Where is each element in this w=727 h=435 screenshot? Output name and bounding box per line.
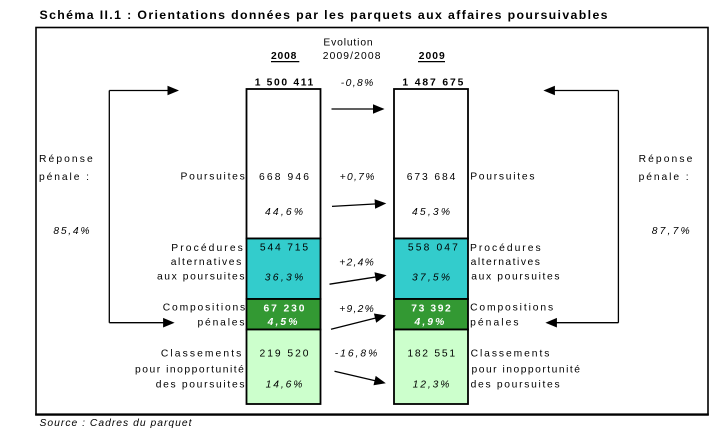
svg-text:pénale :: pénale : xyxy=(639,172,689,183)
svg-text:Poursuites: Poursuites xyxy=(181,172,245,183)
svg-text:pénales: pénales xyxy=(198,318,245,329)
svg-text:673 684: 673 684 xyxy=(407,172,456,183)
svg-text:alternatives: alternatives xyxy=(471,257,540,268)
svg-text:544 715: 544 715 xyxy=(260,243,308,254)
svg-text:219 520: 219 520 xyxy=(260,349,309,360)
svg-text:2009/2008: 2009/2008 xyxy=(323,51,381,62)
svg-text:4,5%: 4,5% xyxy=(267,317,298,328)
svg-text:Source : Cadres du parquet: Source : Cadres du parquet xyxy=(40,418,193,429)
svg-text:Réponse: Réponse xyxy=(639,154,693,165)
svg-text:Classements: Classements xyxy=(161,349,241,360)
svg-text:1 487 675: 1 487 675 xyxy=(402,78,463,89)
svg-text:1 500 411: 1 500 411 xyxy=(255,77,314,88)
svg-text:67 230: 67 230 xyxy=(264,304,305,315)
svg-text:-0,8%: -0,8% xyxy=(341,78,374,89)
svg-text:aux poursuites: aux poursuites xyxy=(157,271,245,282)
svg-text:73 392: 73 392 xyxy=(411,303,451,314)
svg-text:pénales: pénales xyxy=(470,318,518,329)
svg-text:des poursuites: des poursuites xyxy=(471,379,560,390)
svg-text:Evolution: Evolution xyxy=(323,37,373,48)
svg-text:Réponse: Réponse xyxy=(39,154,93,165)
svg-text:des poursuites: des poursuites xyxy=(156,379,245,390)
svg-text:pour inopportunité: pour inopportunité xyxy=(472,364,581,375)
svg-text:aux poursuites: aux poursuites xyxy=(471,271,559,282)
svg-text:Schéma II.1 : Orientations don: Schéma II.1 : Orientations données par l… xyxy=(40,8,608,22)
svg-text:558 047: 558 047 xyxy=(408,243,458,254)
svg-text:pénale :: pénale : xyxy=(39,172,89,183)
svg-text:182 551: 182 551 xyxy=(407,349,455,360)
svg-text:668 946: 668 946 xyxy=(259,172,309,183)
svg-text:2008: 2008 xyxy=(271,51,297,62)
svg-text:2009: 2009 xyxy=(419,51,445,62)
svg-text:pour inopportunité: pour inopportunité xyxy=(135,364,244,375)
svg-text:Poursuites: Poursuites xyxy=(470,172,534,183)
svg-text:Classements: Classements xyxy=(471,349,550,360)
svg-text:4,9%: 4,9% xyxy=(414,317,445,328)
svg-text:alternatives: alternatives xyxy=(171,257,242,268)
svg-text:-16,8%: -16,8% xyxy=(335,349,378,360)
